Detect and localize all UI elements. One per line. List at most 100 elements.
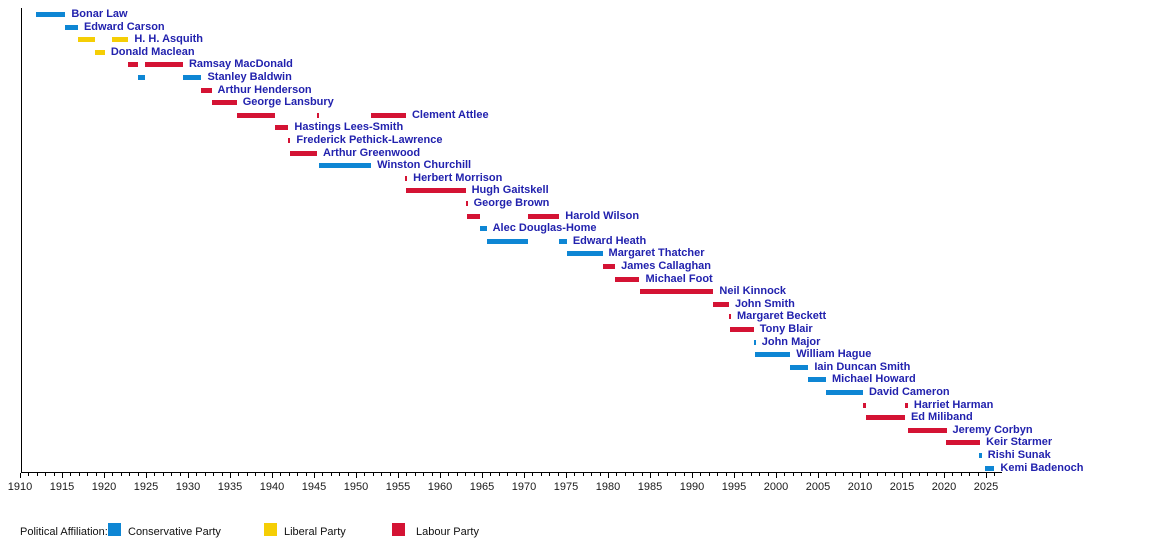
axis-tick — [633, 473, 635, 476]
axis-tick — [549, 473, 551, 476]
leader-name-label: H. H. Asquith — [134, 33, 204, 46]
axis-tick — [960, 473, 962, 476]
legend-swatch-liberal — [264, 523, 277, 536]
axis-tick — [969, 473, 971, 476]
axis-tick — [675, 473, 677, 476]
leader-name-label: Michael Foot — [645, 272, 713, 285]
axis-tick-label: 1990 — [679, 481, 705, 493]
leader-name-label: Arthur Henderson — [217, 83, 312, 96]
axis-tick-label: 2005 — [805, 481, 831, 493]
axis-tick — [238, 473, 240, 476]
timeline-bar-segment — [128, 62, 139, 68]
axis-tick — [213, 473, 215, 476]
axis-tick — [448, 473, 450, 476]
leader-name-label: William Hague — [796, 348, 872, 361]
axis-tick — [666, 473, 668, 476]
axis-tick — [725, 473, 727, 476]
axis-tick-label: 2015 — [889, 481, 915, 493]
leader-name-label: Edward Heath — [572, 234, 647, 247]
x-axis-line — [21, 472, 1002, 473]
axis-tick — [750, 473, 752, 476]
axis-tick — [221, 473, 223, 476]
legend-swatch-labour — [392, 523, 405, 536]
axis-tick — [851, 473, 853, 476]
axis-tick — [372, 473, 374, 476]
axis-tick — [398, 473, 399, 478]
leader-name-label: Michael Howard — [831, 373, 916, 386]
timeline-bar-segment — [290, 150, 317, 156]
axis-tick-label: 1915 — [49, 481, 75, 493]
axis-tick — [482, 473, 483, 478]
legend-label-labour: Labour Party — [416, 526, 479, 538]
axis-tick — [843, 473, 845, 476]
axis-tick — [927, 473, 929, 476]
leader-name-label: Ed Miliband — [910, 411, 973, 424]
timeline-bar-segment — [559, 238, 567, 244]
timeline-bar-segment — [275, 125, 289, 131]
axis-tick — [87, 473, 89, 476]
axis-tick — [524, 473, 525, 478]
axis-tick — [440, 473, 441, 478]
axis-tick — [944, 473, 945, 478]
axis-tick-label: 1935 — [217, 481, 243, 493]
axis-tick — [885, 473, 887, 476]
leader-name-label: George Brown — [473, 197, 550, 209]
leader-name-label: Harriet Harman — [913, 398, 994, 411]
axis-tick — [935, 473, 937, 476]
timeline-bar-segment — [94, 49, 105, 55]
legend-title: Political Affiliation: — [20, 526, 108, 538]
axis-tick — [431, 473, 433, 476]
timeline-bar-segment — [236, 112, 276, 118]
axis-tick — [230, 473, 231, 478]
timeline-bar-segment — [466, 213, 481, 219]
axis-tick — [78, 473, 80, 476]
axis-tick — [297, 473, 299, 476]
axis-tick — [952, 473, 954, 476]
axis-tick — [20, 473, 21, 478]
axis-tick — [826, 473, 828, 476]
axis-tick — [70, 473, 72, 476]
axis-tick-label: 1925 — [133, 481, 159, 493]
axis-tick — [339, 473, 341, 476]
axis-tick — [515, 473, 517, 476]
axis-tick — [868, 473, 870, 476]
timeline-bar-segment — [405, 175, 408, 181]
axis-tick — [818, 473, 819, 478]
leader-name-label: Frederick Pethick-Lawrence — [296, 134, 443, 146]
timeline-bar-segment — [35, 12, 66, 17]
timeline-bar-segment — [985, 465, 995, 471]
axis-tick — [45, 473, 47, 476]
axis-tick-label: 1975 — [553, 481, 579, 493]
axis-tick — [608, 473, 609, 478]
axis-tick — [188, 473, 189, 478]
leader-name-label: Hastings Lees-Smith — [294, 121, 404, 134]
axis-tick — [566, 473, 567, 478]
axis-tick-label: 1950 — [343, 481, 369, 493]
timeline-bar-segment — [371, 112, 406, 118]
axis-tick — [196, 473, 198, 476]
timeline-bar-segment — [288, 138, 291, 143]
leader-name-label: Tony Blair — [759, 323, 813, 335]
timeline-bar-segment — [465, 201, 468, 206]
axis-tick — [641, 473, 643, 476]
axis-tick — [154, 473, 156, 476]
leader-name-label: Rishi Sunak — [987, 449, 1051, 461]
leader-name-label: Stanley Baldwin — [207, 71, 292, 83]
axis-tick — [759, 473, 761, 476]
timeline-bar-segment — [945, 440, 981, 446]
timeline-bar-segment — [145, 62, 183, 68]
timeline-bar-segment — [527, 213, 560, 219]
axis-tick — [540, 473, 542, 476]
timeline-bar-segment — [182, 75, 202, 80]
axis-tick — [322, 473, 324, 476]
axis-tick — [591, 473, 593, 476]
axis-tick — [876, 473, 878, 476]
plot-area: Bonar Law Edward Carson H. H. Asquith Donal… — [8, 8, 1084, 493]
timeline-bar-segment — [865, 415, 905, 421]
axis-tick — [498, 473, 500, 476]
axis-tick — [650, 473, 651, 478]
axis-tick — [423, 473, 425, 476]
axis-tick — [137, 473, 139, 476]
timeline-bar-segment — [615, 276, 640, 282]
axis-tick — [364, 473, 366, 476]
